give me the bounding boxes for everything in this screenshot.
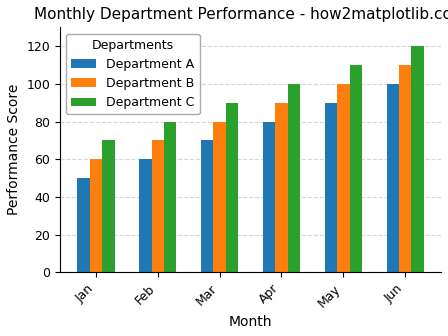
Bar <box>411 46 424 272</box>
Bar <box>399 65 411 272</box>
Bar <box>288 84 300 272</box>
Bar <box>337 84 349 272</box>
Title: Monthly Department Performance - how2matplotlib.com: Monthly Department Performance - how2mat… <box>34 7 448 22</box>
Bar <box>201 140 213 272</box>
Bar <box>276 103 288 272</box>
Bar <box>164 122 177 272</box>
Bar <box>349 65 362 272</box>
X-axis label: Month: Month <box>229 315 272 329</box>
Bar <box>102 140 115 272</box>
Legend: Department A, Department B, Department C: Department A, Department B, Department C <box>66 34 200 114</box>
Bar <box>213 122 226 272</box>
Bar <box>78 178 90 272</box>
Bar <box>226 103 238 272</box>
Bar <box>263 122 276 272</box>
Bar <box>90 159 102 272</box>
Bar <box>325 103 337 272</box>
Y-axis label: Performance Score: Performance Score <box>7 84 21 215</box>
Bar <box>387 84 399 272</box>
Bar <box>151 140 164 272</box>
Bar <box>139 159 151 272</box>
